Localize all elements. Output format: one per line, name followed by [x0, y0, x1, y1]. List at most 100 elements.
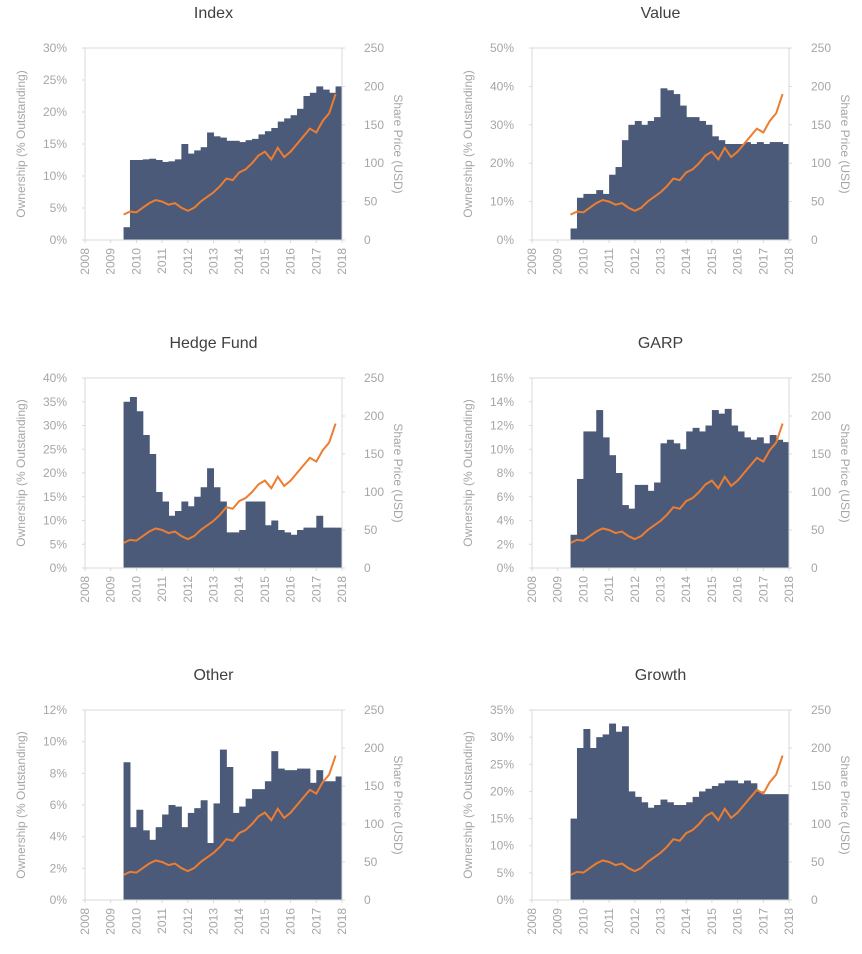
y-tick-label: 6%	[50, 798, 68, 812]
y-tick-label: 30%	[490, 118, 514, 132]
x-tick-label: 2011	[155, 576, 169, 602]
bar	[239, 806, 247, 900]
x-tick-label: 2012	[628, 248, 642, 275]
panel-title: Hedge Fund	[169, 335, 257, 352]
y2-tick-label: 200	[811, 79, 831, 93]
bar	[744, 780, 751, 900]
bar	[589, 193, 597, 240]
bar	[149, 158, 157, 240]
y-tick-label: 8%	[497, 466, 515, 480]
y2-tick-label: 250	[811, 703, 831, 717]
bar	[641, 484, 649, 568]
panel-title: GARP	[638, 335, 683, 352]
x-tick-label: 2016	[284, 576, 298, 603]
bar	[284, 118, 292, 240]
y-tick-label: 5%	[50, 537, 68, 551]
x-tick-label: 2018	[335, 248, 349, 275]
y2-tick-label: 0	[364, 233, 371, 247]
y-tick-label: 6%	[497, 490, 515, 504]
bar	[168, 805, 176, 900]
x-tick-label: 2014	[232, 908, 246, 935]
bar	[297, 108, 304, 240]
x-tick-label: 2015	[258, 248, 272, 275]
bar	[277, 530, 285, 568]
bar	[213, 487, 221, 568]
x-tick-label: 2015	[705, 576, 719, 603]
y-tick-label: 30%	[490, 730, 514, 744]
y2-tick-label: 150	[364, 779, 384, 793]
y-tick-label: 16%	[490, 371, 514, 385]
bar	[245, 798, 253, 900]
bar	[219, 137, 227, 240]
bar	[219, 749, 227, 900]
panel-title: Value	[641, 5, 681, 22]
y-tick-label: 2%	[50, 861, 68, 875]
y-tick-label: 15%	[43, 137, 67, 151]
bar	[258, 134, 266, 240]
bar	[679, 105, 687, 240]
y-tick-label: 10%	[490, 839, 514, 853]
y2-tick-label: 250	[811, 371, 831, 385]
bar	[123, 227, 131, 240]
x-tick-label: 2017	[756, 576, 770, 603]
y2-tick-label: 200	[364, 79, 384, 93]
bar	[763, 794, 771, 900]
y-tick-label: 35%	[43, 395, 67, 409]
y-tick-label: 8%	[50, 766, 68, 780]
y2-tick-label: 100	[811, 485, 831, 499]
bar	[660, 443, 668, 568]
bar	[226, 532, 234, 568]
y2-tick-label: 250	[364, 371, 384, 385]
bar	[583, 431, 591, 568]
bar	[731, 144, 739, 240]
x-tick-label: 2014	[679, 908, 693, 935]
bar	[621, 505, 629, 568]
bar	[756, 142, 764, 240]
x-tick-label: 2017	[756, 248, 770, 275]
bar	[621, 140, 629, 240]
bar	[756, 791, 764, 900]
bar	[724, 408, 732, 568]
bar	[252, 138, 259, 240]
y2-tick-label: 100	[364, 156, 384, 170]
bar	[782, 144, 790, 240]
x-tick-label: 2012	[628, 576, 642, 603]
bar	[724, 780, 732, 900]
bar	[232, 812, 240, 900]
plot-frame	[84, 709, 343, 901]
y-axis-title: Ownership (% Outstanding)	[461, 731, 475, 878]
x-tick-label: 2013	[207, 908, 221, 935]
x-tick-label: 2013	[207, 576, 221, 603]
x-tick-label: 2012	[181, 248, 195, 275]
bar	[277, 768, 285, 900]
bar	[576, 197, 584, 240]
y2-tick-label: 50	[364, 195, 378, 209]
bar	[181, 827, 189, 900]
bar	[750, 439, 758, 568]
bar	[181, 144, 189, 240]
bar	[570, 818, 578, 900]
plot-frame	[531, 709, 790, 901]
bar	[654, 482, 661, 568]
bar	[692, 796, 700, 900]
x-tick-label: 2008	[78, 576, 92, 603]
x-tick-label: 2017	[309, 908, 323, 935]
bar	[316, 515, 324, 568]
bar	[194, 808, 202, 900]
x-tick-label: 2015	[258, 576, 272, 603]
bar	[258, 789, 266, 900]
bar	[756, 437, 764, 568]
bar	[181, 501, 189, 568]
y2-tick-label: 150	[364, 118, 384, 132]
bar	[596, 410, 604, 568]
bar	[187, 153, 195, 240]
price-line	[570, 93, 784, 216]
bar	[692, 117, 700, 240]
bar	[162, 501, 170, 568]
y-tick-label: 10%	[490, 195, 514, 209]
bar	[718, 783, 726, 900]
plot-frame	[84, 47, 343, 241]
bar	[316, 770, 324, 900]
panel-title: Other	[193, 667, 234, 684]
bar	[673, 805, 681, 900]
